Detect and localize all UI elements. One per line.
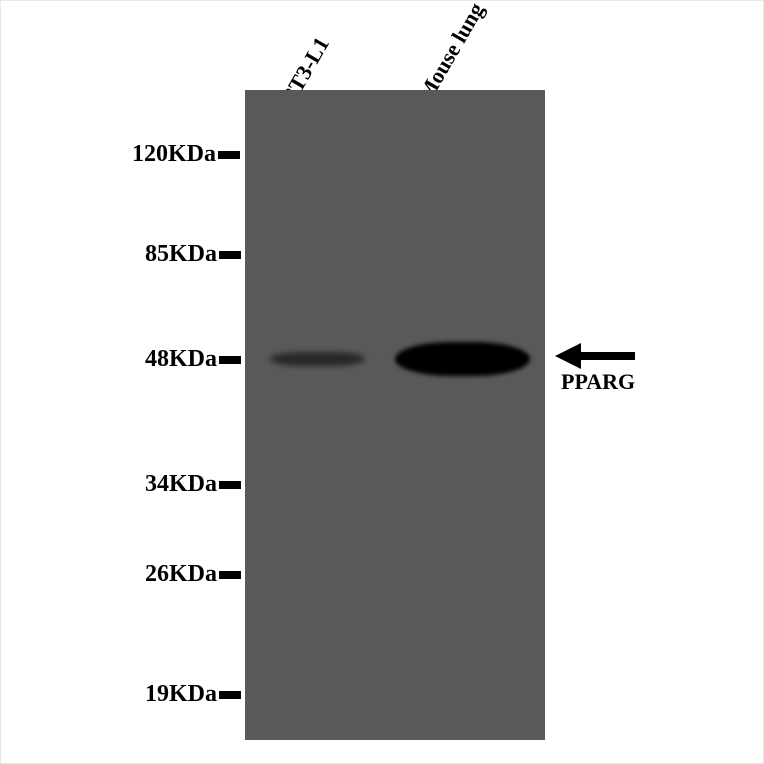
marker-85kda: 85KDa <box>145 241 241 268</box>
marker-48kda: 48KDa <box>145 346 241 373</box>
marker-label: 19KDa <box>145 681 217 708</box>
marker-label: 26KDa <box>145 561 217 588</box>
marker-tick-icon <box>219 481 241 489</box>
marker-label: 85KDa <box>145 241 217 268</box>
marker-tick-icon <box>219 251 241 259</box>
marker-tick-icon <box>218 151 240 159</box>
marker-26kda: 26KDa <box>145 561 241 588</box>
marker-120kda: 120KDa <box>132 141 240 168</box>
band-lane2-pparg <box>395 342 530 376</box>
marker-label: 34KDa <box>145 471 217 498</box>
marker-tick-icon <box>219 356 241 364</box>
marker-34kda: 34KDa <box>145 471 241 498</box>
marker-label: 48KDa <box>145 346 217 373</box>
marker-tick-icon <box>219 691 241 699</box>
marker-19kda: 19KDa <box>145 681 241 708</box>
marker-tick-icon <box>219 571 241 579</box>
marker-label: 120KDa <box>132 141 216 168</box>
arrow-left-icon <box>555 349 635 363</box>
blot-membrane <box>245 90 545 740</box>
target-annotation: PPARG <box>555 349 635 395</box>
band-lane1-pparg <box>270 352 365 366</box>
target-label: PPARG <box>561 369 635 395</box>
